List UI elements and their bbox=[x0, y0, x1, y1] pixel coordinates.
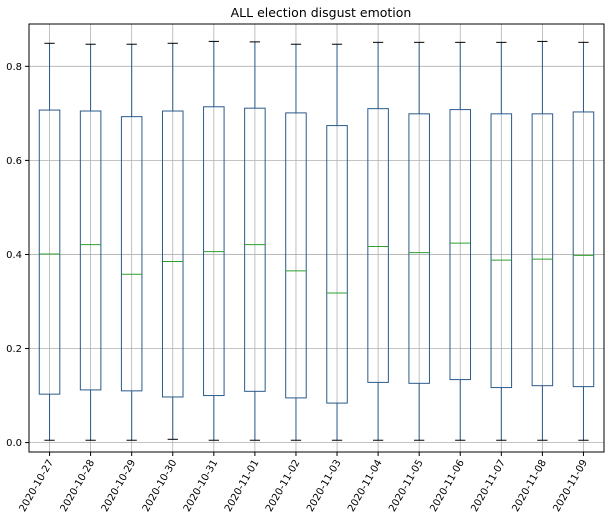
x-tick-label: 2020-10-30 bbox=[141, 458, 180, 514]
iqr-box bbox=[408, 113, 430, 384]
box-2020-11-01 bbox=[244, 41, 266, 441]
chart-title: ALL election disgust emotion bbox=[231, 5, 412, 20]
x-tick-label: 2020-11-09 bbox=[551, 458, 590, 514]
y-tick-label: 0.8 bbox=[6, 62, 22, 73]
x-tick-label: 2020-11-03 bbox=[305, 458, 344, 514]
box-2020-11-04 bbox=[367, 41, 389, 441]
x-tick-label: 2020-10-27 bbox=[18, 458, 57, 514]
box-2020-11-08 bbox=[531, 40, 554, 441]
x-axis: 2020-10-27 2020-10-28 2020-10-29 2020-10-30… bbox=[18, 452, 590, 514]
box-2020-11-03 bbox=[326, 43, 348, 441]
iqr-box bbox=[79, 110, 102, 391]
x-tick-label: 2020-11-01 bbox=[223, 458, 262, 514]
box-2020-11-05 bbox=[408, 41, 430, 441]
box-2020-10-29 bbox=[120, 43, 143, 441]
y-tick-label: 0.6 bbox=[6, 156, 22, 167]
box-2020-10-27 bbox=[38, 42, 61, 441]
iqr-box bbox=[120, 116, 143, 392]
box-2020-10-30 bbox=[161, 42, 184, 440]
box-2020-10-31 bbox=[203, 40, 225, 441]
x-tick-label: 2020-10-31 bbox=[182, 458, 221, 514]
box-2020-11-07 bbox=[490, 41, 513, 441]
iqr-box bbox=[490, 113, 513, 389]
iqr-box bbox=[572, 111, 595, 388]
y-tick-label: 0.4 bbox=[6, 250, 22, 261]
y-tick-label: 0.0 bbox=[6, 438, 22, 449]
iqr-box bbox=[531, 113, 554, 387]
box-2020-10-28 bbox=[79, 43, 102, 441]
x-tick-label: 2020-11-05 bbox=[387, 458, 426, 514]
box-2020-11-02 bbox=[285, 43, 307, 441]
boxes-layer bbox=[38, 40, 595, 441]
x-tick-label: 2020-11-08 bbox=[510, 458, 549, 514]
iqr-box bbox=[449, 109, 472, 381]
y-axis: 0.0 0.2 0.4 0.6 0.8 bbox=[6, 62, 29, 449]
x-tick-label: 2020-11-07 bbox=[469, 458, 508, 514]
iqr-box bbox=[161, 110, 184, 398]
iqr-box bbox=[326, 125, 348, 404]
x-tick-label: 2020-11-04 bbox=[346, 458, 385, 514]
box-2020-11-09 bbox=[572, 41, 595, 441]
x-tick-label: 2020-11-02 bbox=[264, 458, 303, 514]
iqr-box bbox=[285, 112, 307, 399]
iqr-box bbox=[38, 109, 61, 395]
plot-area-frame bbox=[28, 23, 605, 453]
iqr-box bbox=[244, 107, 266, 392]
x-tick-label: 2020-10-28 bbox=[59, 458, 98, 514]
iqr-box bbox=[367, 108, 389, 383]
grid-lines bbox=[29, 24, 604, 452]
y-tick-label: 0.2 bbox=[6, 344, 22, 355]
x-tick-label: 2020-10-29 bbox=[100, 458, 139, 514]
box-2020-11-06 bbox=[449, 41, 472, 441]
x-tick-label: 2020-11-06 bbox=[428, 458, 467, 514]
